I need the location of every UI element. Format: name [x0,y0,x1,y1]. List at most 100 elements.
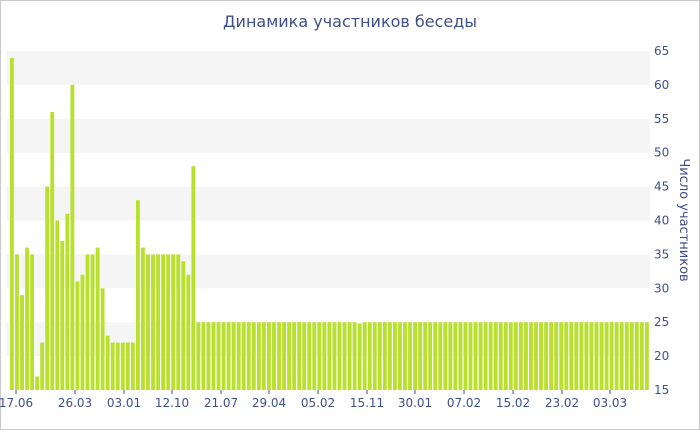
bar [564,322,569,390]
y-tick-label: 50 [654,146,669,160]
bar [176,254,181,390]
bar [498,322,503,390]
bar [211,322,216,390]
bar [146,254,150,390]
bar [478,322,483,390]
bar [377,322,382,390]
bar [256,322,261,390]
bar [65,213,70,390]
bar [604,322,609,390]
bar [433,322,438,390]
x-axis-ticks: 17.06 26.03 03.01 12.10 21.07 29.04 05.02 15.11… [0,390,627,410]
x-tick-label: 12.10 [155,396,189,410]
bar [493,322,498,390]
bar [549,322,554,390]
bar [428,322,433,390]
y-axis-ticks: 15 20 25 30 35 40 45 50 55 60 65 [654,44,669,397]
bar [382,322,387,390]
bar [251,322,256,390]
bar [347,322,352,390]
x-tick-label: 03.03 [593,396,627,410]
bar [468,322,473,390]
y-tick-label: 65 [654,44,669,58]
bar [105,335,110,390]
bar [508,322,513,390]
x-tick-label: 15.11 [350,396,384,410]
bar [629,322,634,390]
bar [488,322,493,390]
x-tick-label: 03.01 [107,396,141,410]
bar [644,322,649,390]
bar [554,322,559,390]
bar [125,342,130,390]
bar [398,322,402,390]
bar [100,288,105,390]
bar [287,322,292,390]
y-tick-label: 25 [654,315,669,329]
bar [95,247,100,390]
bar [20,295,24,390]
bar [634,322,639,390]
bar [267,322,271,390]
bar [135,200,140,390]
y-tick-label: 40 [654,214,669,228]
bar [413,322,417,390]
bar [322,322,327,390]
bar [392,322,397,390]
bar [206,322,211,390]
grid-band [6,51,650,85]
bar [574,322,579,390]
y-axis-label: Число участников [676,158,691,281]
bar [110,342,115,390]
bar [30,254,34,390]
bar [50,112,55,391]
bar [443,322,448,390]
bar [589,322,594,390]
bar [85,254,90,390]
bar [619,322,624,390]
y-tick-label: 30 [654,281,669,295]
y-tick-label: 45 [654,180,669,194]
bar [569,322,574,390]
x-tick-label: 23.02 [545,396,579,410]
x-tick-label: 29.04 [252,396,286,410]
bar [221,322,226,390]
bar [513,322,518,390]
bar [130,342,135,390]
y-tick-label: 60 [654,78,669,92]
bar [292,322,297,390]
bar [141,247,145,390]
bar [357,323,362,390]
bar [161,254,166,390]
bar [559,322,564,390]
bar [337,322,342,390]
x-tick-label: 17.06 [0,396,33,410]
bar [544,322,549,390]
bar [60,240,65,390]
bar [201,322,206,390]
bar [609,322,614,390]
bar [35,376,40,390]
bar [438,322,443,390]
bar [302,322,307,390]
bar [503,322,508,390]
bar [151,254,155,390]
bar [156,254,160,390]
bar [75,281,80,390]
bar [403,322,407,390]
bar [529,322,533,390]
bar [171,254,176,390]
grid-band [6,254,650,289]
bar [448,322,453,390]
bar [261,322,266,390]
bars [10,57,649,391]
bar [15,254,19,390]
bar [70,84,75,391]
y-tick-label: 20 [654,349,669,363]
bar [372,322,377,390]
bar [453,322,458,390]
bar [458,322,463,390]
bar [332,322,337,390]
bar [639,322,644,390]
